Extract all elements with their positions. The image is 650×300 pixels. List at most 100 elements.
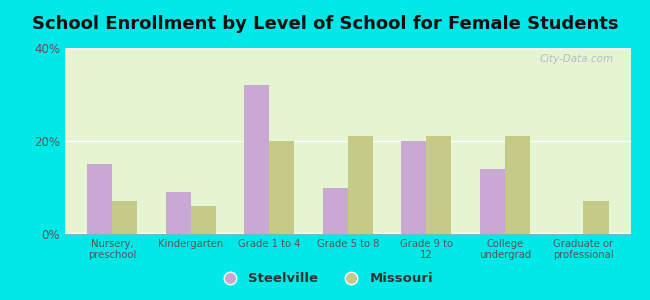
Bar <box>65 50 630 232</box>
Bar <box>65 160 630 233</box>
Bar <box>65 162 630 233</box>
Bar <box>65 84 630 232</box>
Bar <box>65 133 630 232</box>
Bar <box>65 104 630 232</box>
Bar <box>65 184 630 233</box>
Bar <box>401 141 426 234</box>
Bar <box>65 190 630 233</box>
Bar <box>65 141 630 232</box>
Bar <box>65 56 630 232</box>
Bar <box>322 188 348 234</box>
Bar <box>65 154 630 233</box>
Bar <box>65 96 630 232</box>
Bar <box>65 192 630 233</box>
Bar <box>65 182 630 233</box>
Bar <box>65 198 630 233</box>
Bar <box>65 129 630 232</box>
Bar <box>65 142 630 232</box>
Bar <box>65 112 630 232</box>
Bar <box>65 155 630 233</box>
Bar <box>65 71 630 232</box>
Bar <box>65 228 630 233</box>
Bar <box>65 167 630 233</box>
Bar <box>65 175 630 233</box>
Bar <box>65 61 630 232</box>
Bar <box>65 143 630 232</box>
Bar <box>65 222 630 233</box>
Bar <box>65 210 630 233</box>
Bar <box>65 177 630 233</box>
Bar <box>65 66 630 232</box>
Bar <box>65 230 630 233</box>
Bar <box>65 120 630 232</box>
Bar <box>65 165 630 233</box>
Bar <box>65 95 630 232</box>
Bar <box>65 188 630 233</box>
Bar <box>65 159 630 233</box>
Bar <box>480 169 505 234</box>
Bar <box>65 233 630 234</box>
Bar <box>65 137 630 232</box>
Bar <box>65 99 630 232</box>
Bar <box>65 72 630 232</box>
Bar <box>65 168 630 233</box>
Bar <box>65 203 630 233</box>
Bar <box>65 110 630 232</box>
Bar <box>65 152 630 233</box>
Bar <box>65 178 630 233</box>
Bar <box>65 128 630 232</box>
Bar <box>65 93 630 232</box>
Bar <box>65 78 630 232</box>
Bar <box>65 83 630 232</box>
Bar <box>65 205 630 233</box>
Bar <box>87 164 112 234</box>
Bar <box>65 111 630 232</box>
Bar <box>65 215 630 233</box>
Bar <box>65 135 630 232</box>
Bar <box>65 220 630 233</box>
Bar <box>65 195 630 233</box>
Text: City-Data.com: City-Data.com <box>540 54 614 64</box>
Bar <box>65 106 630 232</box>
Bar <box>65 82 630 232</box>
Bar <box>65 147 630 232</box>
Bar <box>65 65 630 232</box>
Bar <box>65 140 630 232</box>
Bar <box>65 108 630 232</box>
Bar <box>505 136 530 234</box>
Bar <box>65 172 630 233</box>
Bar <box>65 91 630 232</box>
Bar <box>65 176 630 233</box>
Bar <box>65 150 630 233</box>
Bar <box>65 185 630 233</box>
Bar <box>348 136 373 234</box>
Bar <box>65 169 630 233</box>
Bar <box>65 226 630 233</box>
Legend: Steelville, Missouri: Steelville, Missouri <box>211 267 439 290</box>
Bar <box>65 161 630 233</box>
Bar <box>65 114 630 232</box>
Bar <box>65 60 630 232</box>
Bar <box>65 62 630 232</box>
Bar <box>426 136 452 234</box>
Bar <box>190 206 216 234</box>
Bar <box>166 192 190 234</box>
Bar <box>65 223 630 233</box>
Bar <box>65 56 630 232</box>
Bar <box>65 134 630 232</box>
Bar <box>65 116 630 232</box>
Bar <box>65 179 630 233</box>
Bar <box>65 188 630 233</box>
Bar <box>65 196 630 233</box>
Bar <box>65 106 630 232</box>
Bar <box>65 164 630 233</box>
Bar <box>65 187 630 233</box>
Bar <box>65 101 630 232</box>
Bar <box>65 226 630 233</box>
Bar <box>65 189 630 233</box>
Bar <box>65 200 630 233</box>
Bar <box>65 92 630 232</box>
Bar <box>65 105 630 232</box>
Bar <box>65 199 630 233</box>
Bar <box>65 110 630 232</box>
